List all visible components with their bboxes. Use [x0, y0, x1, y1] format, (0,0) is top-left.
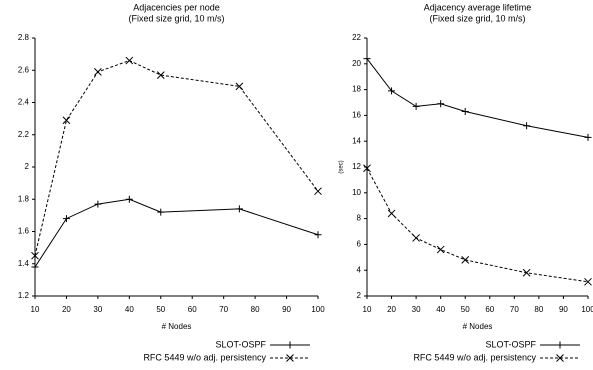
x-tick-label: 20: [62, 305, 71, 314]
marker: [235, 205, 243, 213]
marker: [556, 341, 564, 349]
y-tick-label: 2.2: [18, 130, 30, 139]
marker: [314, 231, 322, 239]
marker: [461, 256, 470, 264]
y-tick-label: 1.8: [18, 194, 30, 203]
x-tick-label: 50: [156, 305, 165, 314]
axes: [366, 38, 588, 297]
marker: [584, 277, 592, 286]
y-tick-label: 6: [357, 240, 362, 249]
marker: [94, 200, 102, 208]
marker: [157, 208, 165, 216]
x-tick-label: 20: [387, 305, 396, 314]
marker: [286, 354, 294, 362]
x-tick-label: 10: [31, 305, 40, 314]
marker: [62, 215, 70, 223]
marker: [388, 87, 396, 95]
chart-title: Adjacency average lifetime: [424, 2, 532, 12]
x-tick-label: 70: [219, 305, 228, 314]
y-tick-label: 1.4: [18, 259, 30, 268]
series-line: [366, 168, 589, 283]
y-tick-label: 22: [352, 33, 361, 42]
marker: [31, 263, 39, 271]
y-tick-label: 12: [352, 162, 361, 171]
y-tick-label: 2: [357, 291, 362, 300]
marker: [235, 82, 244, 91]
marker: [436, 245, 445, 254]
y-tick-label: 4: [357, 265, 362, 274]
series-line: [366, 58, 589, 138]
marker: [412, 234, 420, 242]
x-tick-label: 60: [188, 305, 197, 314]
marker: [31, 251, 39, 260]
chart-subtitle: (Fixed size grid, 10 m/s): [128, 13, 224, 23]
marker: [314, 187, 322, 196]
x-tick-label: 90: [282, 305, 291, 314]
x-tick-label: 100: [581, 305, 593, 314]
chart-title: Adjacencies per node: [133, 2, 220, 12]
y-tick-label: 1.2: [18, 291, 30, 300]
y-tick-label: 10: [352, 188, 361, 197]
marker: [125, 56, 134, 65]
legend-label: SLOT-OSPF: [215, 339, 266, 349]
x-tick-label: 30: [93, 305, 102, 314]
marker: [156, 71, 165, 79]
y-tick-label: 2: [25, 162, 30, 171]
marker: [584, 133, 592, 141]
y-tick-label: 20: [352, 59, 361, 68]
marker: [286, 341, 294, 349]
axes: [34, 38, 318, 297]
x-tick-label: 90: [559, 305, 568, 314]
marker: [363, 55, 371, 63]
x-axis-label: # Nodes: [463, 322, 493, 331]
series-line: [34, 198, 319, 268]
y-tick-label: 2.6: [18, 65, 30, 74]
legend-label: RFC 5449 w/o adj. persistency: [143, 352, 266, 362]
marker: [363, 164, 371, 173]
y-tick-label: 2.4: [18, 98, 30, 107]
legend-label: SLOT-OSPF: [485, 339, 536, 349]
marker: [125, 195, 133, 203]
series-line: [34, 60, 319, 256]
marker: [523, 122, 531, 130]
x-axis-label: # Nodes: [162, 322, 192, 331]
x-tick-label: 30: [412, 305, 421, 314]
x-tick-label: 80: [251, 305, 260, 314]
marker: [62, 116, 71, 125]
marker: [387, 209, 396, 218]
y-tick-label: 18: [352, 85, 361, 94]
marker: [522, 268, 531, 277]
y-axis-label: (sec): [339, 160, 345, 173]
x-tick-label: 100: [311, 305, 325, 314]
y-tick-label: 2.8: [18, 33, 30, 42]
x-tick-label: 40: [125, 305, 134, 314]
x-tick-label: 70: [510, 305, 519, 314]
chart-subtitle: (Fixed size grid, 10 m/s): [429, 13, 525, 23]
x-tick-label: 80: [534, 305, 543, 314]
marker: [556, 354, 564, 362]
x-tick-label: 40: [436, 305, 445, 314]
y-tick-label: 8: [357, 214, 362, 223]
y-tick-label: 14: [352, 136, 361, 145]
marker: [437, 100, 445, 108]
x-tick-label: 60: [485, 305, 494, 314]
y-tick-label: 16: [352, 111, 361, 120]
legend-label: RFC 5449 w/o adj. persistency: [413, 352, 536, 362]
y-tick-label: 1.6: [18, 227, 30, 236]
marker: [412, 102, 420, 110]
marker: [94, 68, 102, 76]
marker: [461, 108, 469, 116]
x-tick-label: 50: [461, 305, 470, 314]
x-tick-label: 10: [363, 305, 372, 314]
